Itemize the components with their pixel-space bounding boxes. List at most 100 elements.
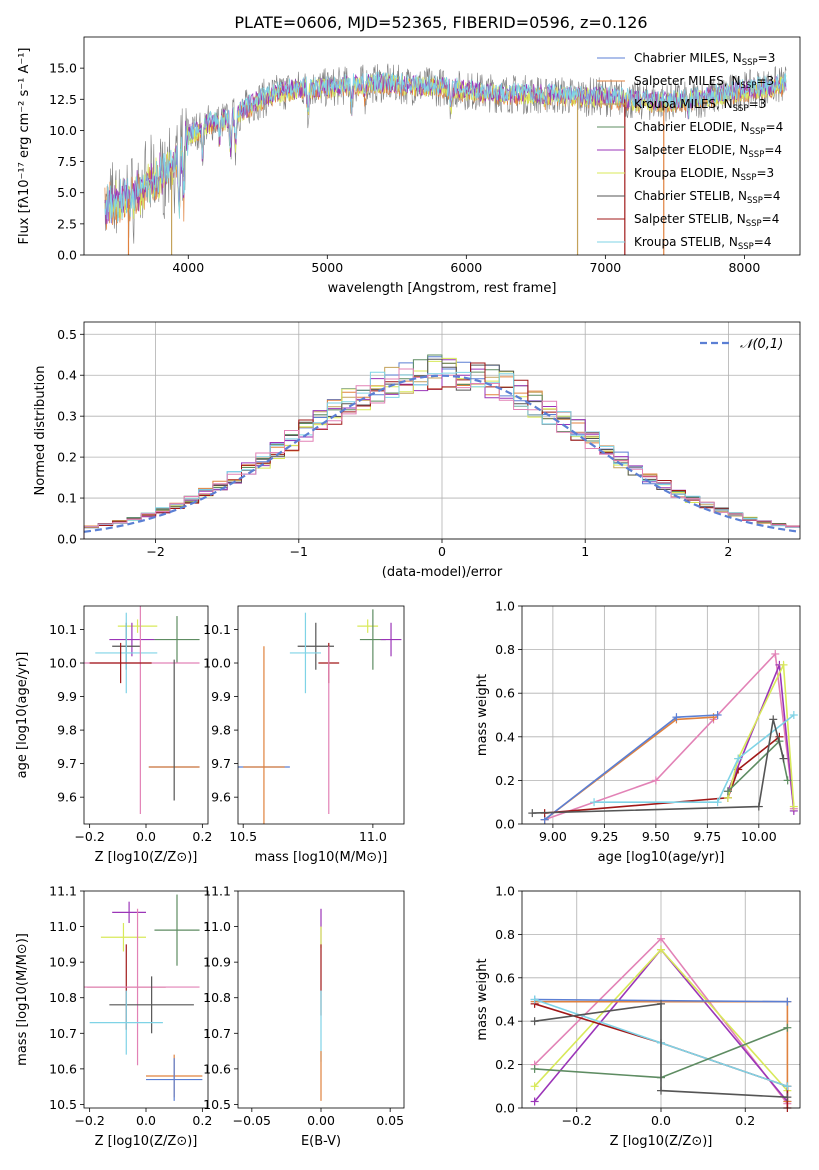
error-bar-point [154,894,200,966]
x-axis-label: age [log10(age/yr)] [598,850,725,865]
y-tick-label: 9.7 [57,756,77,771]
plot-area [83,354,801,539]
y-tick-label: 10.7 [203,1026,231,1041]
x-tick-label: −0.2 [74,1113,104,1128]
plot-area [238,609,402,824]
y-tick-label: 15.0 [49,61,77,76]
plot-area [84,894,203,1101]
x-tick-label: 9.25 [590,829,618,844]
legend-label-sub: SSP [746,219,762,229]
axes-frame [83,36,801,256]
x-tick-label: 1 [581,544,589,559]
legend-label-pre: Chabrier ELODIE, N [634,120,750,134]
weight-point-marker [651,776,660,785]
weight-series-line [727,664,795,811]
error-bar-point [357,619,379,633]
error-bar-point [109,622,155,657]
x-tick-label: 9.00 [539,829,567,844]
weight-point-marker [789,802,798,811]
legend-label-post: =3 [758,51,776,65]
error-bar-point [112,901,146,924]
x-axis-label: (data-model)/error [382,565,503,580]
weight-point-marker [657,945,665,954]
weight-vs-metallicity-panel: −0.2 0.0 0.2 0.0 0.2 0.4 0.6 0.8 1.0 Z [log10(Z/Z… [475,884,801,1149]
x-tick-label: −0.2 [74,829,104,844]
legend-label-post: =4 [754,235,772,249]
plot-area [528,649,798,824]
legend-label: Chabrier STELIB, NSSP=4 [634,189,781,206]
x-tick-label: 0.0 [651,1113,671,1128]
y-axis-label: mass weight [475,958,490,1040]
x-tick-label: 0.2 [735,1113,755,1128]
weight-point-marker [789,711,798,719]
x-axis-label: mass [log10(M/M⊙)] [255,850,388,865]
weight-point-marker [783,776,792,785]
legend-label-post: =3 [756,74,774,88]
age-vs-mass-panel: 10.5 11.0 9.6 9.7 9.8 9.9 10.0 10.1 mass [log10(… [203,605,405,865]
y-tick-label: 10.7 [49,1026,77,1041]
y-tick-label: 9.6 [211,790,231,805]
x-tick-label: 2 [724,544,732,559]
y-tick-label: 0.2 [495,773,515,788]
x-tick-label: 0 [438,544,446,559]
error-bar-point [380,622,402,657]
y-tick-label: 9.6 [57,790,77,805]
weight-series-line [727,661,795,807]
x-tick-label: 0.0 [136,1113,156,1128]
weight-point-marker [657,934,665,943]
y-tick-label: 10.0 [49,656,77,671]
legend-label-sub: SSP [747,196,763,206]
plot-area [530,934,792,1112]
weight-point-marker [590,798,599,807]
legend-label-sub: SSP [741,173,757,183]
x-tick-label: −0.05 [233,1113,271,1128]
plot-area [104,63,787,255]
y-tick-label: 1.0 [495,599,515,614]
x-tick-label: 0.2 [192,829,212,844]
y-tick-label: 0.4 [495,729,515,744]
age-vs-metallicity-panel: −0.2 0.0 0.2 9.6 9.7 9.8 9.9 10.0 10.1 Z [log10(Z… [15,605,212,865]
y-tick-label: 0.0 [495,817,515,832]
y-tick-label: 10.0 [203,656,231,671]
axes-frame [237,890,405,1109]
spectrum-model-line [104,71,787,223]
y-tick-label: 9.9 [211,689,231,704]
legend-label-post: =3 [756,166,774,180]
legend-label-post: =4 [764,143,782,157]
y-tick-label: 10.6 [203,1061,231,1076]
weight-point-marker [528,809,537,818]
y-tick-label: 0.0 [57,248,77,263]
y-tick-label: 0.5 [57,327,77,342]
y-tick-label: 10.9 [203,955,231,970]
x-tick-label: 0.2 [192,1113,212,1128]
legend-label: Salpeter ELODIE, NSSP=4 [634,143,782,160]
x-tick-label: −2 [146,544,164,559]
weight-point-marker [657,999,665,1008]
error-bar-point [100,923,146,952]
legend-label-pre: Kroupa MILES, N [634,97,733,111]
y-tick-label: 10.1 [203,622,231,637]
legend-label: Salpeter MILES, NSSP=3 [634,74,774,91]
y-tick-label: 2.5 [57,216,77,231]
y-tick-label: 0.2 [495,1057,515,1072]
legend-label-sub: SSP [738,242,754,252]
y-tick-label: 0.8 [495,642,515,657]
axes-frame [83,321,801,540]
legend-label: Kroupa ELODIE, NSSP=3 [634,166,774,183]
weight-vs-age-panel: 9.00 9.25 9.50 9.75 10.00 0.0 0.2 0.4 0.6 0.8 1.0 a… [475,599,801,865]
y-tick-label: 10.8 [203,990,231,1005]
x-tick-label: 9.50 [642,829,670,844]
error-bar-point [243,646,285,824]
y-tick-label: 10.0 [49,123,77,138]
y-tick-label: 11.1 [203,884,231,899]
x-tick-label: 8000 [728,260,760,275]
y-tick-label: 10.8 [49,990,77,1005]
y-tick-label: 1.0 [495,884,515,899]
plot-area [84,606,200,814]
weight-point-marker [672,713,681,722]
mass-vs-ebv-panel: −0.05 0.00 0.05 10.5 10.6 10.7 10.8 10.9 11.0 11.… [203,884,405,1149]
y-tick-label: 0.2 [57,450,77,465]
y-axis-label: mass [log10(M/M⊙)] [15,933,30,1066]
